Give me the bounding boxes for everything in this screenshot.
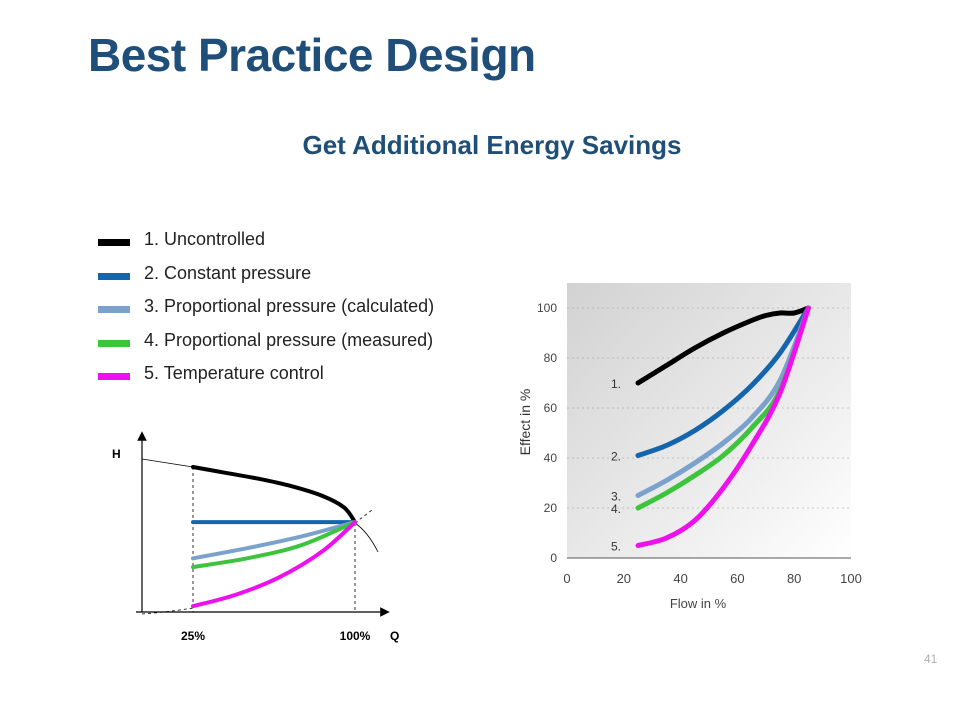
system-curve-extension-low bbox=[141, 607, 194, 615]
q-tick-25: 25% bbox=[181, 629, 205, 643]
legend-label: 3. Proportional pressure (calculated) bbox=[144, 296, 435, 316]
slide-subtitle: Get Additional Energy Savings bbox=[302, 130, 682, 160]
h-axis-label: H bbox=[112, 447, 121, 461]
x-tick-label: 80 bbox=[787, 571, 801, 586]
hq-series-line-3 bbox=[191, 520, 357, 561]
effect-series-line-3 bbox=[635, 305, 811, 498]
pump-curve-extension-right bbox=[354, 522, 379, 553]
series-label-4: 4. bbox=[611, 502, 621, 516]
axis-ticks: 0 20 40 60 80 100 0 20 40 60 80 100 bbox=[537, 301, 862, 586]
y-tick-label: 100 bbox=[537, 301, 557, 315]
y-tick-label: 80 bbox=[544, 351, 558, 365]
x-tick-label: 60 bbox=[730, 571, 744, 586]
pump-curve-extension-left bbox=[141, 458, 194, 468]
head-flow-series bbox=[191, 465, 357, 609]
legend-swatch bbox=[98, 239, 130, 246]
effect-series-line-2 bbox=[635, 305, 811, 458]
y-tick-label: 20 bbox=[544, 501, 558, 515]
y-tick-label: 40 bbox=[544, 451, 558, 465]
legend-swatch bbox=[98, 272, 130, 280]
y-axis-label: Effect in % bbox=[517, 389, 533, 456]
slide-title: Best Practice Design bbox=[88, 29, 536, 81]
series-label-5: 5. bbox=[611, 540, 621, 554]
x-tick-label: 20 bbox=[617, 571, 631, 586]
y-tick-label: 0 bbox=[550, 551, 557, 565]
effect-series-line-5 bbox=[635, 305, 811, 548]
legend-label: 5. Temperature control bbox=[144, 363, 324, 383]
y-tick-label: 60 bbox=[544, 401, 558, 415]
legend-label: 4. Proportional pressure (measured) bbox=[144, 329, 434, 350]
series-label-1: 1. bbox=[611, 377, 621, 391]
series-label-2: 2. bbox=[611, 450, 621, 464]
legend-swatch bbox=[98, 373, 130, 380]
legend-label: 2. Constant pressure bbox=[144, 262, 312, 283]
q-tick-100: 100% bbox=[340, 629, 371, 643]
x-tick-label: 40 bbox=[673, 571, 687, 586]
legend-swatch bbox=[98, 306, 130, 313]
series-label-3: 3. bbox=[611, 490, 621, 504]
hq-series-line-5 bbox=[191, 520, 357, 609]
q-axis-label: Q bbox=[390, 629, 399, 643]
effect-series: 1. 2. 3.4. 5. bbox=[611, 305, 811, 554]
hq-series-line-1 bbox=[191, 465, 357, 525]
legend-label: 1. Uncontrolled bbox=[144, 229, 266, 249]
hq-series-line-4 bbox=[191, 520, 357, 570]
x-axis-label: Flow in % bbox=[670, 596, 727, 611]
legend-swatch bbox=[98, 339, 130, 347]
x-tick-label: 100 bbox=[840, 571, 862, 586]
x-tick-label: 0 bbox=[563, 571, 570, 586]
effect-series-line-1 bbox=[635, 305, 811, 386]
page-number: 41 bbox=[924, 652, 938, 666]
